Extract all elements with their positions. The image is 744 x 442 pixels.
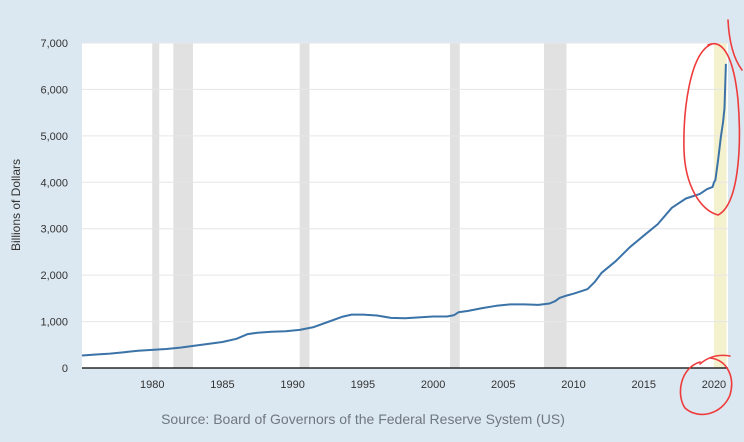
series-layer (81, 63, 727, 357)
recession-band (173, 43, 193, 368)
recession-band (152, 43, 160, 368)
source-note: Source: Board of Governors of the Federa… (161, 411, 565, 427)
y-tick-label: 6,000 (40, 84, 68, 96)
y-tick-label: 0 (62, 363, 68, 375)
y-axis-ticks: 0 1,000 2,000 3,000 4,000 5,000 6,000 7,000 (40, 38, 68, 375)
y-tick-label: 4,000 (40, 177, 68, 189)
recession-bands (152, 43, 727, 368)
x-tick-label: 1985 (210, 379, 234, 391)
x-tick-label: 2010 (561, 379, 585, 391)
red-tail-mark (727, 19, 743, 71)
y-tick-label: 1,000 (40, 317, 68, 329)
x-tick-label: 2005 (491, 379, 515, 391)
red-annotation (679, 19, 743, 416)
y-tick-label: 5,000 (40, 131, 68, 143)
y-tick-label: 3,000 (40, 224, 68, 236)
gridlines (82, 42, 728, 323)
x-tick-label: 1995 (351, 379, 375, 391)
x-tick-label: 1980 (140, 379, 164, 391)
x-tick-label: 1990 (280, 379, 304, 391)
series-line (81, 63, 727, 357)
red-circle-spike-mark (683, 42, 741, 216)
y-axis-label: Billions of Dollars (9, 159, 23, 251)
recession-band (449, 43, 460, 368)
y-tick-label: 2,000 (40, 270, 68, 282)
x-axis-ticks: 1980 1985 1990 1995 2000 2005 2010 2015 2020 (140, 379, 726, 391)
red-arc-mark (699, 354, 731, 365)
x-tick-label: 2000 (421, 379, 445, 391)
x-tick-label: 2015 (631, 379, 655, 391)
x-tick-label: 2020 (702, 379, 726, 391)
y-tick-label: 7,000 (40, 38, 68, 50)
red-circle-year-mark (679, 357, 733, 416)
recession-band (544, 43, 567, 368)
recession-band (299, 43, 310, 368)
